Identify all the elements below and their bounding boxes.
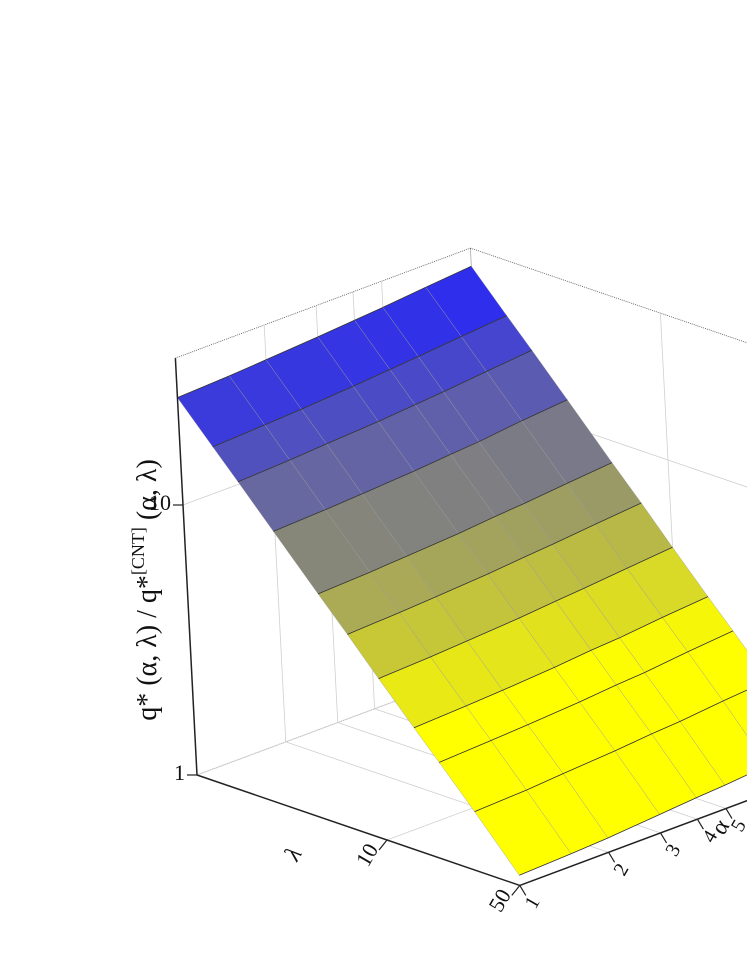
y-tick — [696, 818, 704, 830]
lambda-line — [212, 315, 507, 448]
y-tick — [660, 832, 668, 844]
lambda-line — [474, 689, 747, 812]
box-edge — [470, 247, 747, 344]
x-tick — [511, 885, 521, 896]
y-tick-label: 1 — [521, 893, 545, 913]
y-tick-label: 3 — [661, 840, 685, 860]
y-tick — [725, 808, 733, 819]
lambda-line — [439, 630, 734, 763]
lambda-line — [273, 399, 568, 532]
box-edge — [175, 247, 471, 359]
surface-patch — [722, 689, 747, 736]
x-tick-label: 10 — [351, 839, 384, 871]
z-axis-label: q* (α, λ) / q*[CNT] (α, λ) — [128, 459, 163, 721]
y-tick — [608, 852, 616, 863]
axis-line — [519, 799, 747, 887]
lambda-line — [177, 265, 472, 398]
x-tick-label: 50 — [483, 884, 516, 916]
z-tick-label: 10 — [149, 490, 171, 515]
z-label-sup: [CNT] — [128, 527, 148, 575]
axis-line — [196, 774, 521, 887]
lambda-line — [317, 462, 613, 595]
surface — [177, 265, 747, 876]
x-tick — [378, 839, 388, 851]
z-label-tail: (α, λ) — [132, 459, 163, 527]
lambda-line — [347, 502, 642, 635]
axis-line — [174, 358, 198, 776]
lambda-line — [378, 546, 673, 679]
lambda-line — [237, 349, 533, 483]
z-label-main: q* (α, λ) / q* — [132, 575, 163, 721]
lambda-line — [413, 596, 709, 729]
lambda-line — [519, 774, 747, 876]
z-tick-label: 1 — [174, 760, 185, 785]
y-tick-label: 2 — [609, 860, 633, 880]
x-axis-label: λ — [279, 843, 307, 866]
y-tick — [519, 885, 527, 896]
